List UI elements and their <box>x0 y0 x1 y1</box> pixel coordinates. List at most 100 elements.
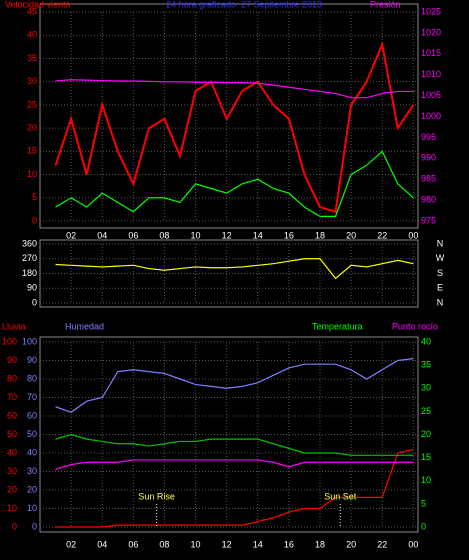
y2-tick-label: 975 <box>421 215 436 225</box>
x-tick-label: 20 <box>346 539 356 549</box>
y2-tick-label: 5 <box>421 498 426 508</box>
x-tick-label: 20 <box>346 230 356 240</box>
y-tick-label: 20 <box>27 122 37 132</box>
y-tick-label: 40 <box>7 447 17 457</box>
y-tick-label: 0 <box>32 215 37 225</box>
y-tick-label: 60 <box>27 410 37 420</box>
y2-tick-label: 1020 <box>421 27 441 37</box>
y2-tick-label: 25 <box>421 406 431 416</box>
y-tick-label: 100 <box>22 336 37 346</box>
y-tick-label: 0 <box>12 521 17 531</box>
y2-tick-label: 990 <box>421 153 436 163</box>
series-line <box>55 459 414 470</box>
y2-tick-label: 0 <box>421 521 426 531</box>
y-tick-label: 0 <box>32 521 37 531</box>
y-tick-label: 60 <box>7 410 17 420</box>
y-tick-label: 30 <box>7 466 17 476</box>
x-tick-label: 22 <box>377 539 387 549</box>
x-tick-label: 16 <box>284 539 294 549</box>
y-tick-label: 5 <box>32 192 37 202</box>
x-tick-label: 14 <box>253 230 263 240</box>
x-tick-label: 04 <box>97 230 107 240</box>
series-line <box>55 150 414 217</box>
y-tick-label: 90 <box>27 283 37 293</box>
chart-title: 24 hora graficado: 27 Septiembre 2013 <box>166 0 322 9</box>
temperature-label: Temperatura <box>312 321 363 331</box>
y-tick-label: 90 <box>7 355 17 365</box>
y-tick-label: 40 <box>27 447 37 457</box>
annotation: Sun Set <box>324 491 357 501</box>
series-line <box>55 448 414 528</box>
dewpoint-label: Punto rocío <box>392 321 438 331</box>
y2-tick-label: E <box>437 283 443 293</box>
x-tick-label: 14 <box>253 539 263 549</box>
humidity-label: Humedad <box>65 321 104 331</box>
y-tick-label: 45 <box>27 6 37 16</box>
y2-tick-label: 1010 <box>421 69 441 79</box>
y2-tick-label: 1025 <box>421 6 441 16</box>
y-tick-label: 35 <box>27 53 37 63</box>
x-tick-label: 02 <box>66 539 76 549</box>
y2-tick-label: 1015 <box>421 48 441 58</box>
y-tick-label: 180 <box>22 268 37 278</box>
x-tick-label: 12 <box>222 230 232 240</box>
panel-frame <box>39 3 419 229</box>
x-tick-label: 16 <box>284 230 294 240</box>
series-line <box>55 258 414 280</box>
series-line <box>55 79 414 99</box>
y-tick-label: 10 <box>7 503 17 513</box>
x-tick-label: 06 <box>128 230 138 240</box>
y-tick-label: 50 <box>27 429 37 439</box>
x-tick-label: 12 <box>222 539 232 549</box>
x-tick-label: 00 <box>408 230 418 240</box>
x-tick-label: 10 <box>191 539 201 549</box>
y-tick-label: 70 <box>27 392 37 402</box>
y2-tick-label: S <box>437 268 443 278</box>
x-tick-label: 08 <box>159 230 169 240</box>
y-tick-label: 80 <box>27 373 37 383</box>
x-tick-label: 02 <box>66 230 76 240</box>
wind-label: Velocidad viento <box>5 0 71 9</box>
y-tick-label: 70 <box>7 392 17 402</box>
y2-tick-label: 35 <box>421 360 431 370</box>
y-tick-label: 270 <box>22 253 37 263</box>
y2-tick-label: 995 <box>421 132 436 142</box>
x-tick-label: 10 <box>191 230 201 240</box>
y2-tick-label: N <box>437 297 444 307</box>
y2-tick-label: 1000 <box>421 111 441 121</box>
series-line <box>55 358 414 413</box>
y-tick-label: 25 <box>27 99 37 109</box>
x-tick-label: 08 <box>159 539 169 549</box>
x-tick-label: 00 <box>408 539 418 549</box>
y2-tick-label: 30 <box>421 383 431 393</box>
y-tick-label: 50 <box>7 429 17 439</box>
y-tick-label: 30 <box>27 466 37 476</box>
x-tick-label: 06 <box>128 539 138 549</box>
y2-tick-label: 980 <box>421 194 436 204</box>
y-tick-label: 20 <box>7 484 17 494</box>
y2-tick-label: 40 <box>421 336 431 346</box>
y-tick-label: 90 <box>27 355 37 365</box>
y-tick-label: 0 <box>32 297 37 307</box>
y2-tick-label: 985 <box>421 174 436 184</box>
y-tick-label: 40 <box>27 30 37 40</box>
y-tick-label: 10 <box>27 503 37 513</box>
y2-tick-label: N <box>437 238 444 248</box>
y2-tick-label: W <box>436 253 445 263</box>
y-tick-label: 15 <box>27 146 37 156</box>
pressure-label: Presión <box>370 0 401 9</box>
y2-tick-label: 10 <box>421 475 431 485</box>
x-tick-label: 18 <box>315 230 325 240</box>
series-line <box>54 41 415 214</box>
y-tick-label: 80 <box>7 373 17 383</box>
y-tick-label: 10 <box>27 169 37 179</box>
x-tick-label: 18 <box>315 539 325 549</box>
x-tick-label: 04 <box>97 539 107 549</box>
series-line <box>55 433 414 456</box>
y-tick-label: 20 <box>27 484 37 494</box>
y-tick-label: 360 <box>22 238 37 248</box>
annotation: Sun Rise <box>138 491 175 501</box>
y2-tick-label: 1005 <box>421 90 441 100</box>
y-tick-label: 100 <box>2 336 17 346</box>
